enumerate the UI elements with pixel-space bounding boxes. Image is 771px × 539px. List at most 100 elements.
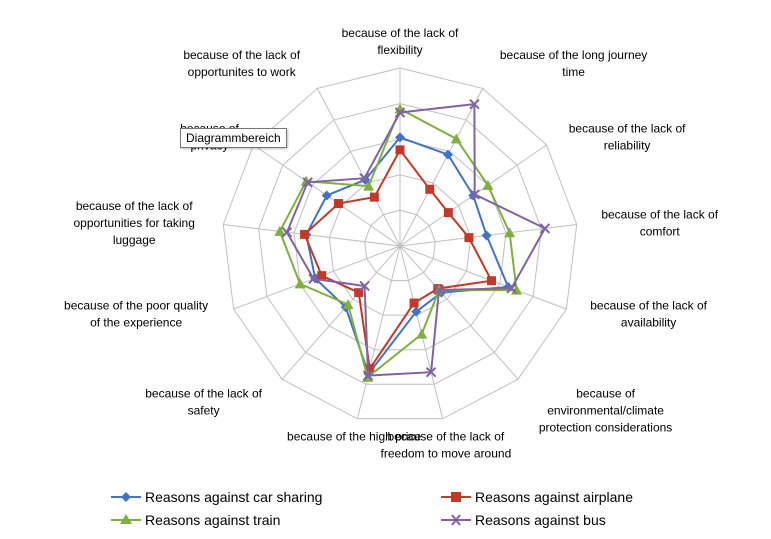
spoke-7 (356, 245, 401, 419)
category-label-8-line-1: safety (188, 404, 220, 418)
point-1-8 (354, 288, 364, 298)
series-line-0 (305, 136, 510, 376)
spoke-5 (399, 245, 519, 380)
category-label-1: because of the long journey time (500, 48, 647, 79)
category-label-8-line-0: because of the lack of (145, 387, 262, 401)
point-0-0 (395, 132, 405, 143)
category-label-2-line-0: because of the lack of (569, 121, 686, 135)
category-label-9: because of the poor quality of the experi… (64, 299, 208, 330)
category-label-3-line-1: comfort (640, 224, 681, 238)
point-0-6 (411, 306, 422, 317)
category-label-6-line-1: freedom to move around (381, 446, 512, 460)
point-2-8 (342, 299, 354, 310)
point-1-4 (487, 276, 497, 286)
point-2-9 (294, 278, 306, 289)
point-3-3 (539, 223, 551, 234)
category-label-2-line-1: reliability (604, 138, 651, 152)
point-2-12 (363, 180, 375, 191)
series-line-3 (285, 102, 547, 377)
category-label-1-line-1: time (562, 65, 585, 79)
point-1-10 (300, 229, 310, 239)
point-3-4 (506, 283, 517, 294)
category-label-4: because of the lack of availability (590, 299, 707, 330)
category-label-5-line-1: environmental/climate (547, 404, 664, 418)
category-label-5: because of environmental/climate protectio… (539, 387, 672, 435)
point-3-8 (359, 280, 370, 292)
point-1-3 (464, 233, 474, 243)
legend-label-train: Reasons against train (145, 512, 280, 528)
category-label-5-line-2: protection considerations (539, 421, 672, 435)
spoke-8 (281, 245, 401, 380)
category-label-1-line-0: because of the long journey (500, 48, 647, 62)
point-1-9 (317, 271, 327, 281)
legend-marker-airplane (451, 492, 461, 502)
category-label-0-line-1: flexibility (377, 43, 422, 57)
legend-marker-bus (451, 514, 461, 526)
series-3 (281, 98, 551, 381)
point-3-10 (281, 227, 293, 238)
point-1-7 (365, 364, 375, 374)
point-2-1 (450, 133, 462, 144)
point-3-5 (433, 284, 445, 296)
point-3-0 (394, 107, 406, 118)
category-label-12-line-0: because of the lack of (183, 48, 300, 62)
spoke-10 (223, 224, 401, 247)
point-3-6 (425, 366, 437, 378)
category-label-4-line-1: availability (621, 316, 676, 330)
point-0-3 (481, 230, 492, 241)
category-label-5-line-0: because of (576, 387, 635, 401)
category-label-10-line-0: because of the lack of (76, 199, 193, 213)
point-0-11 (321, 190, 332, 201)
point-0-1 (442, 149, 453, 160)
point-3-7 (362, 370, 374, 381)
grid-ring-5 (222, 67, 578, 420)
point-1-2 (443, 208, 453, 218)
category-label-8: because of the lack of safety (145, 387, 262, 418)
point-3-9 (308, 273, 319, 285)
category-label-2: because of the lack of reliability (569, 121, 686, 152)
point-1-6 (409, 298, 419, 308)
series-0 (301, 132, 514, 379)
grid-ring-1 (364, 209, 436, 282)
series-layer (274, 98, 551, 382)
grid-ring-4 (258, 103, 542, 385)
category-label-6: because of the lack of freedom to move ar… (381, 429, 512, 460)
category-label-7: because of the high price (287, 429, 421, 443)
spoke-12 (316, 88, 401, 247)
category-label-12-line-1: opportunites to work (188, 65, 297, 79)
series-line-2 (278, 107, 518, 380)
legend-item-car-sharing[interactable]: Reasons against car sharing (111, 489, 322, 505)
category-label-10: because of the lack of opportunities for … (73, 199, 194, 247)
point-1-11 (333, 199, 343, 209)
spoke-1 (399, 88, 484, 247)
point-2-10 (274, 225, 286, 236)
legend-item-train[interactable]: Reasons against train (111, 512, 280, 528)
category-label-0-line-0: because of the lack of (342, 26, 459, 40)
point-3-2 (469, 189, 480, 200)
point-1-0 (395, 145, 405, 155)
legend: Reasons against car sharing Reasons agai… (111, 489, 633, 528)
category-label-12: because of the lack of opportunites to wo… (183, 48, 300, 79)
point-1-1 (425, 184, 435, 194)
category-label-9-line-0: because of the poor quality (64, 299, 208, 313)
legend-label-bus: Reasons against bus (475, 512, 606, 528)
point-3-1 (469, 98, 480, 110)
category-label-3-line-0: because of the lack of (601, 207, 718, 221)
grid-ring-2 (328, 174, 472, 316)
category-label-10-line-2: luggage (113, 233, 156, 247)
point-3-12 (359, 173, 370, 184)
legend-marker-train (120, 514, 132, 524)
legend-item-airplane[interactable]: Reasons against airplane (441, 489, 633, 505)
category-label-10-line-1: opportunities for taking (73, 216, 194, 230)
point-1-12 (369, 192, 379, 202)
legend-item-bus[interactable]: Reasons against bus (441, 512, 606, 528)
category-label-7-line-0: because of the high price (287, 429, 421, 443)
point-2-3 (504, 227, 516, 238)
category-label-9-line-1: of the experience (90, 316, 182, 330)
category-label-3: because of the lack of comfort (601, 207, 718, 238)
point-3-11 (302, 177, 313, 188)
legend-label-airplane: Reasons against airplane (475, 489, 633, 505)
category-labels: because of the lack of flexibility because… (64, 26, 719, 460)
category-label-0: because of the lack of flexibility (342, 26, 459, 57)
